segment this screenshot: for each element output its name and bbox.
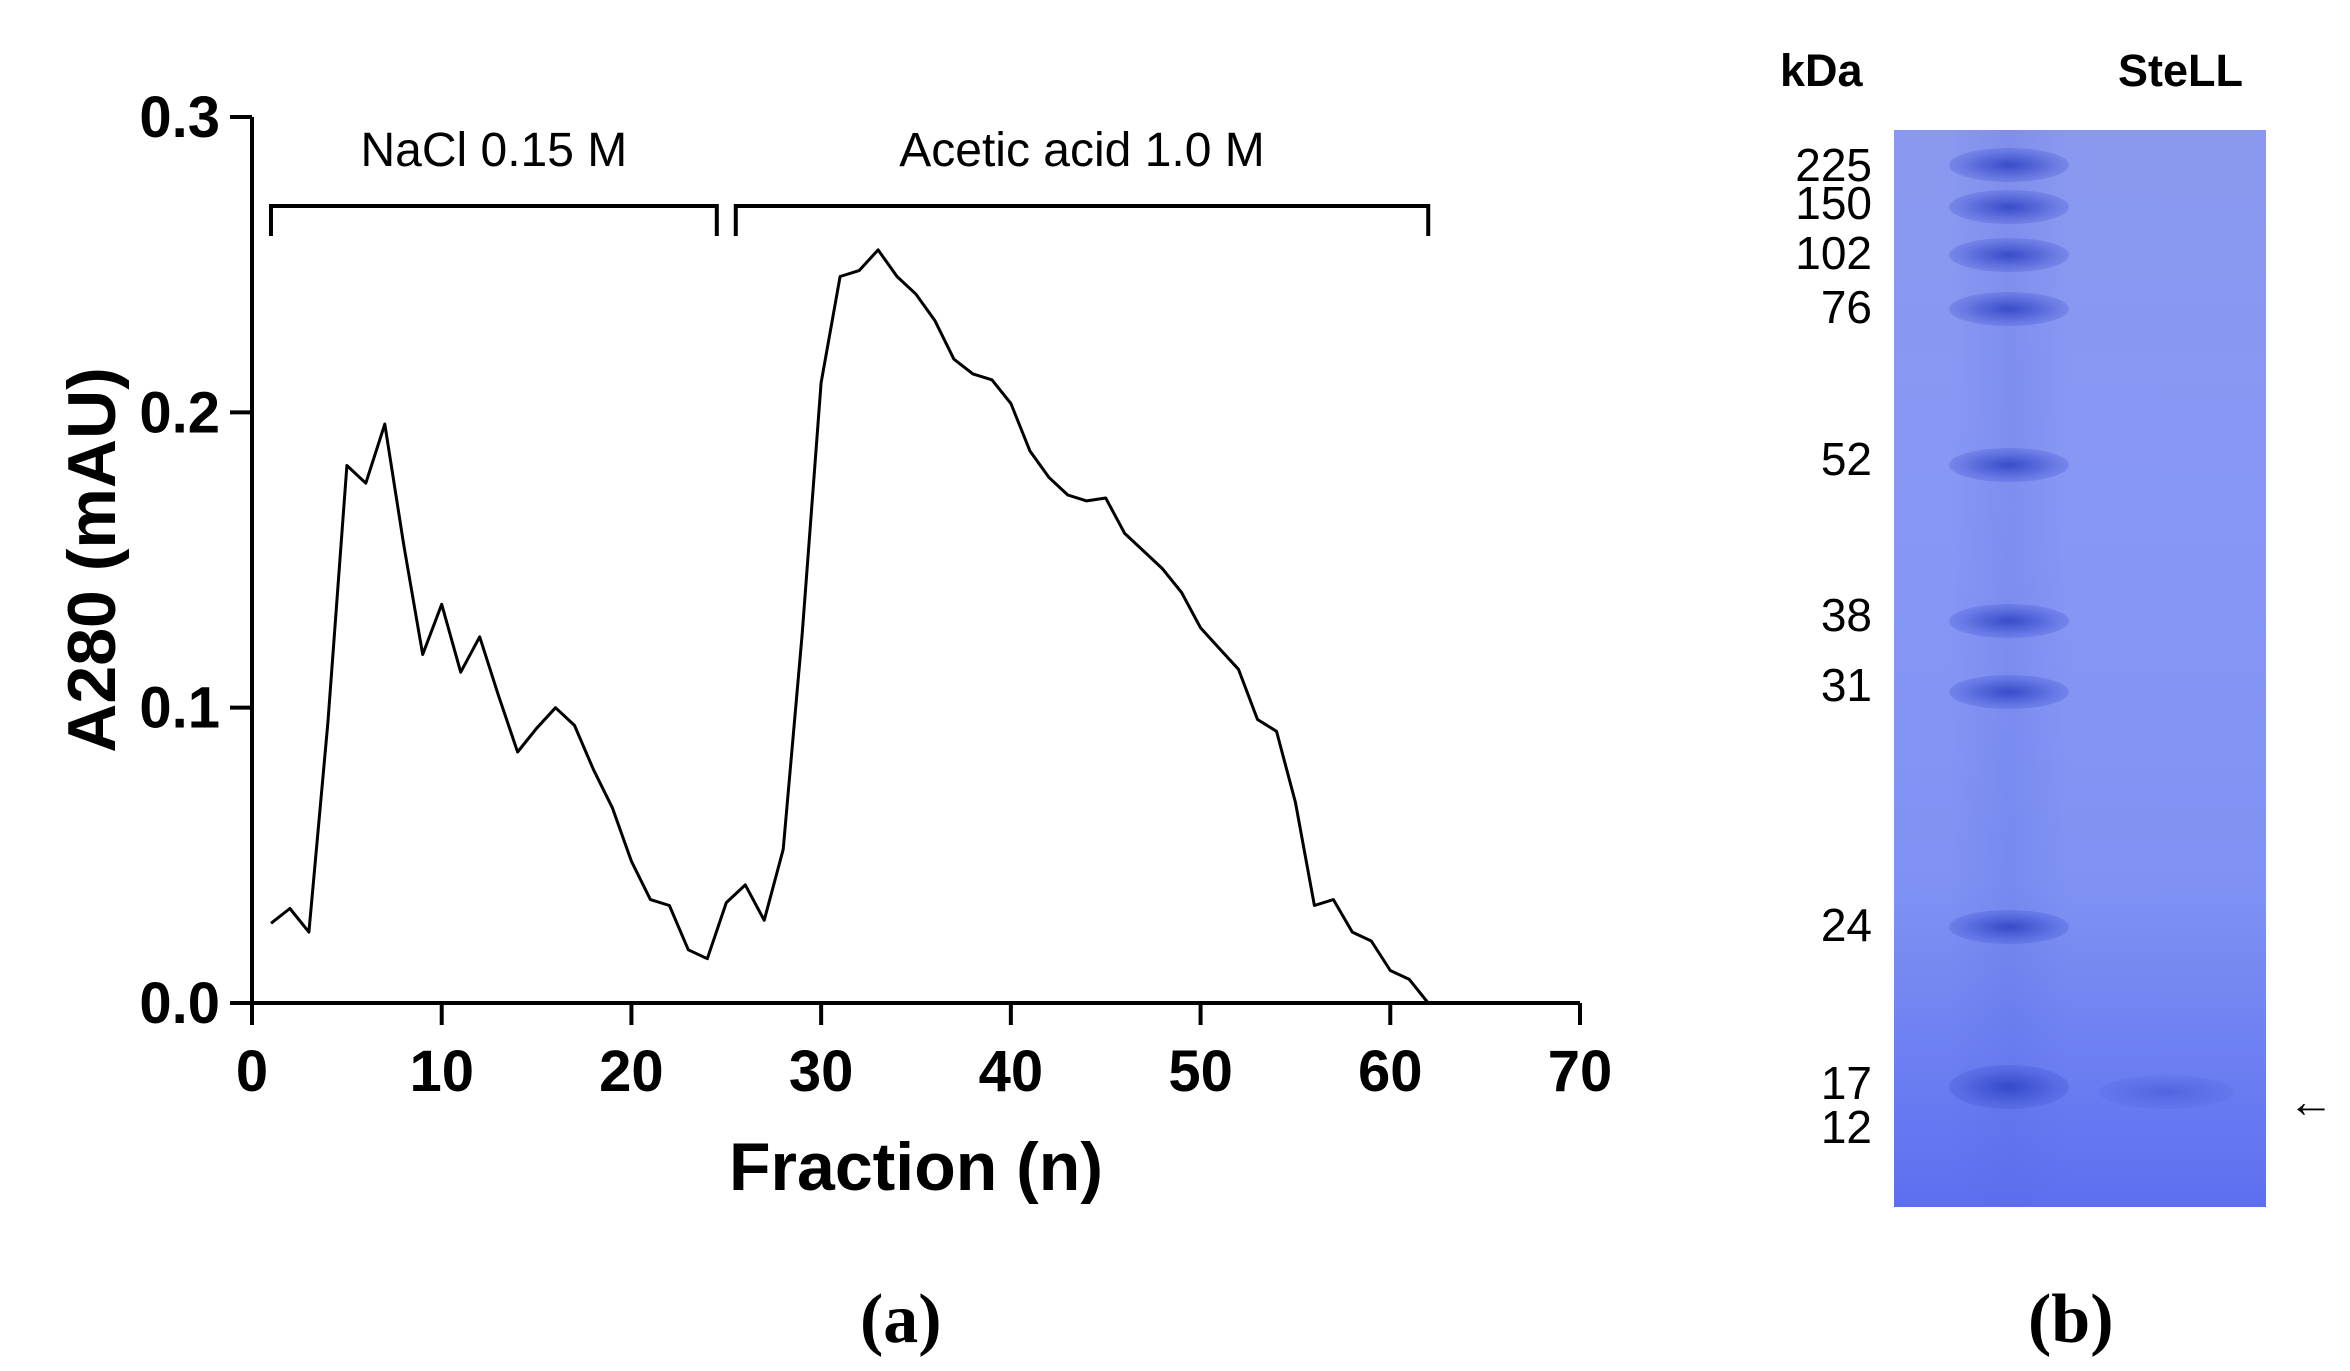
marker-label: 38 (1820, 589, 1872, 641)
ladder-band-31 (1949, 675, 2069, 709)
sds-page-gel (1894, 130, 2266, 1207)
y-tick-label: 0.2 (139, 380, 220, 445)
x-axis-title: Fraction (n) (729, 1129, 1103, 1205)
stell-band (2099, 1075, 2234, 1109)
marker-label: 17 (1820, 1057, 1872, 1109)
ladder-band-225 (1949, 148, 2069, 182)
marker-label: 150 (1795, 177, 1872, 229)
y-axis-title: A280 (mAU) (54, 367, 130, 752)
ladder-band-17 (1949, 1065, 2069, 1109)
marker-label: 225 (1795, 139, 1872, 191)
ladder-lane (1949, 130, 2069, 1207)
ladder-band-102 (1949, 238, 2069, 272)
panel-b-label: (b) (2028, 1281, 2114, 1358)
x-tick-label: 20 (599, 1039, 664, 1104)
ladder-band-24 (1949, 910, 2069, 944)
panel-a-label: (a) (860, 1281, 942, 1358)
marker-label: 31 (1820, 659, 1872, 711)
x-tick-label: 40 (979, 1039, 1044, 1104)
annotation-label: NaCl 0.15 M (361, 124, 628, 177)
annotation-label: Acetic acid 1.0 M (899, 124, 1264, 177)
y-tick-label: 0.1 (139, 676, 220, 741)
stell-lane (2099, 130, 2234, 1207)
y-tick-label: 0.0 (139, 971, 220, 1036)
x-tick-label: 70 (1548, 1039, 1613, 1104)
x-tick-label: 50 (1168, 1039, 1233, 1104)
annotation-bracket (733, 204, 1431, 236)
band-arrow-icon: ← (2288, 1075, 2334, 1127)
ladder-band-38 (1949, 604, 2069, 638)
chromatogram-chart: 0 10 20 30 40 50 60 70 0.0 0.1 0.2 0.3 Fraction (n) A… (54, 85, 1613, 1205)
x-tick-label: 60 (1358, 1039, 1423, 1104)
ladder-band-76 (1949, 292, 2069, 326)
marker-label: 52 (1820, 433, 1872, 485)
kda-header: kDa (1780, 45, 1863, 96)
marker-label: 76 (1820, 281, 1872, 333)
y-tick-label: 0.3 (139, 85, 220, 150)
x-tick-label: 0 (236, 1039, 268, 1104)
x-tick-label: 10 (409, 1039, 474, 1104)
marker-label: 24 (1820, 899, 1872, 951)
ladder-band-150 (1949, 190, 2069, 224)
series-line (270, 248, 1430, 1004)
marker-label: 102 (1795, 227, 1872, 279)
ladder-band-52 (1949, 448, 2069, 482)
annotation-bracket (268, 204, 719, 236)
x-tick-label: 30 (789, 1039, 854, 1104)
marker-label: 12 (1820, 1101, 1872, 1153)
sample-header: SteLL (2118, 45, 2244, 96)
